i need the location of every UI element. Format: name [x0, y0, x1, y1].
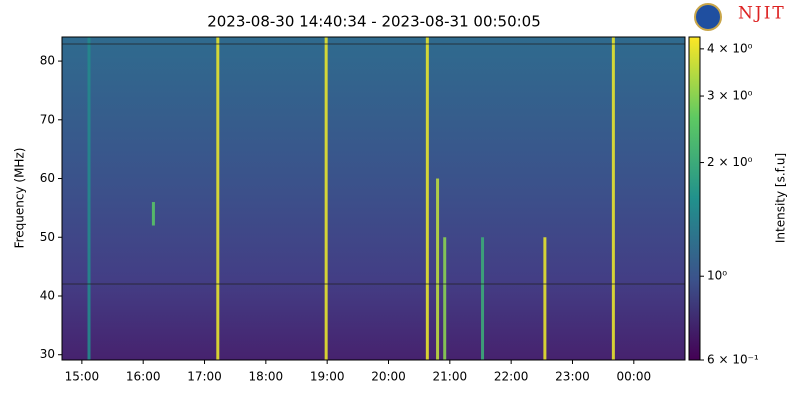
colorbar-tick-label: 4 × 10⁰	[707, 41, 753, 55]
x-tick-label: 15:00	[65, 370, 100, 384]
burst	[151, 202, 155, 226]
x-tick-label: 00:00	[617, 370, 652, 384]
burst	[443, 237, 447, 360]
x-tick-label: 21:00	[433, 370, 468, 384]
colorbar-tick-label: 2 × 10⁰	[707, 155, 753, 169]
burst	[543, 237, 547, 360]
y-tick-label: 30	[40, 347, 55, 361]
y-tick-label: 80	[40, 54, 55, 68]
colorbar-tick-label: 3 × 10⁰	[707, 89, 753, 103]
burst	[611, 37, 615, 360]
logo: NJIT	[738, 4, 786, 24]
x-tick-label: 23:00	[555, 370, 590, 384]
colorbar-label: Intensity [s.f.u]	[774, 153, 788, 243]
chart-title: 2023-08-30 14:40:34 - 2023-08-31 00:50:0…	[207, 13, 541, 31]
x-tick-label: 16:00	[126, 370, 161, 384]
nsf-logo	[694, 3, 722, 31]
x-tick-label: 18:00	[249, 370, 284, 384]
colorbar-tick-label: 10⁰	[707, 269, 727, 283]
plot-frame	[61, 36, 686, 361]
y-axis-label: Frequency (MHz)	[13, 148, 27, 249]
y-tick-label: 50	[40, 230, 55, 244]
x-tick-label: 19:00	[310, 370, 345, 384]
colorbar-tick-label: 6 × 10⁻¹	[707, 353, 759, 367]
burst	[425, 37, 429, 360]
burst	[324, 37, 328, 360]
y-tick-label: 60	[40, 171, 55, 185]
y-tick-label: 40	[40, 288, 55, 302]
burst	[216, 37, 220, 360]
spectrogram-background	[62, 37, 685, 360]
y-tick-label: 70	[40, 112, 55, 126]
burst	[436, 178, 440, 360]
colorbar	[688, 36, 701, 361]
burst	[87, 37, 91, 360]
x-tick-label: 22:00	[494, 370, 529, 384]
plot-area	[87, 37, 615, 360]
x-tick-label: 17:00	[187, 370, 222, 384]
burst	[481, 237, 485, 360]
x-tick-label: 20:00	[371, 370, 406, 384]
